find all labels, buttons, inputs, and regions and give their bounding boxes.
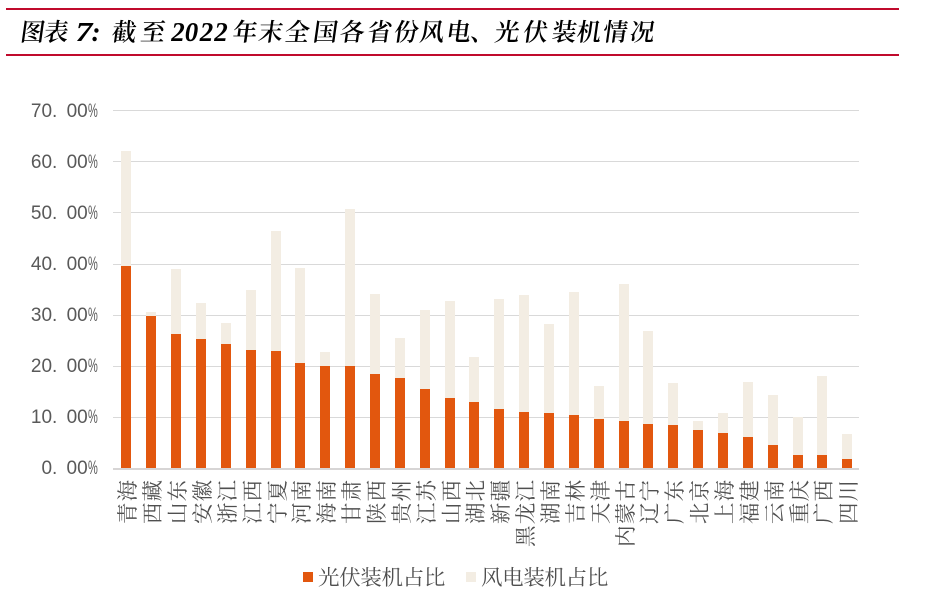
svg-text:2: 2 [213,17,228,47]
svg-text:2: 2 [199,17,214,47]
svg-text::: : [92,17,101,47]
svg-text:7: 7 [76,17,95,47]
svg-text:0: 0 [185,17,199,47]
svg-text:2: 2 [170,17,185,47]
